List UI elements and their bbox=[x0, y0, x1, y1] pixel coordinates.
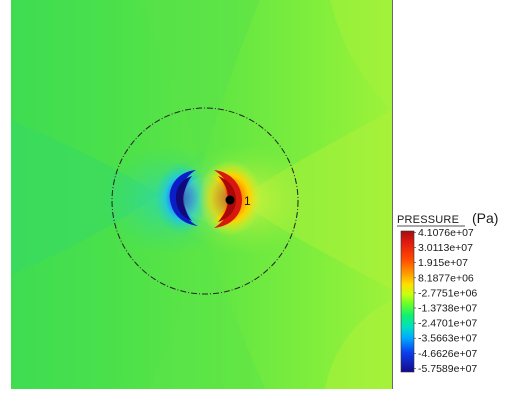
high-pressure-crescent-core bbox=[218, 176, 236, 222]
legend-tick-label: -1.3738e+07 bbox=[418, 303, 477, 315]
contour-band-left bbox=[11, 120, 160, 275]
legend-title: PRESSURE bbox=[397, 214, 459, 226]
high-pressure-crescent bbox=[214, 170, 242, 228]
contour-band-right bbox=[240, 110, 392, 290]
low-pressure-crescent bbox=[169, 170, 198, 226]
legend-tick-label: 3.0113e+07 bbox=[418, 242, 473, 254]
legend-colorbar bbox=[400, 230, 415, 373]
legend-tick-label: -2.4701e+07 bbox=[418, 318, 477, 330]
legend-unit: (Pa) bbox=[472, 210, 498, 226]
contour-band-top-right bbox=[330, 0, 392, 110]
legend-tick-label: 8.1877e+06 bbox=[418, 272, 474, 284]
legend-tick-label: -5.7589e+07 bbox=[418, 363, 477, 375]
legend-tick-label: -4.6626e+07 bbox=[418, 348, 477, 360]
contour-band-bottom-right bbox=[325, 300, 392, 389]
low-pressure-crescent-core bbox=[175, 176, 192, 221]
legend-tick-label: 4.1076e+07 bbox=[418, 227, 474, 239]
pressure-field bbox=[11, 0, 392, 389]
contour-band-top bbox=[140, 0, 260, 170]
legend-tick-label: -3.5663e+07 bbox=[418, 333, 477, 345]
contour-band-bottom bbox=[150, 235, 265, 389]
boundary-circle bbox=[111, 107, 299, 295]
body-circle bbox=[183, 177, 227, 221]
probe-point-marker bbox=[225, 195, 235, 205]
legend-tick-labels: 4.1076e+07 3.0113e+07 1.915e+07 8.1877e+06 -… bbox=[414, 227, 477, 375]
legend-tick-label: -2.7751e+06 bbox=[418, 287, 477, 299]
legend-tick-label: 1.915e+07 bbox=[418, 257, 468, 269]
probe-point-label: 1 bbox=[244, 194, 251, 208]
legend: PRESSURE (Pa) 4.1076e+07 3.0113e+07 1.915e… bbox=[397, 210, 498, 375]
